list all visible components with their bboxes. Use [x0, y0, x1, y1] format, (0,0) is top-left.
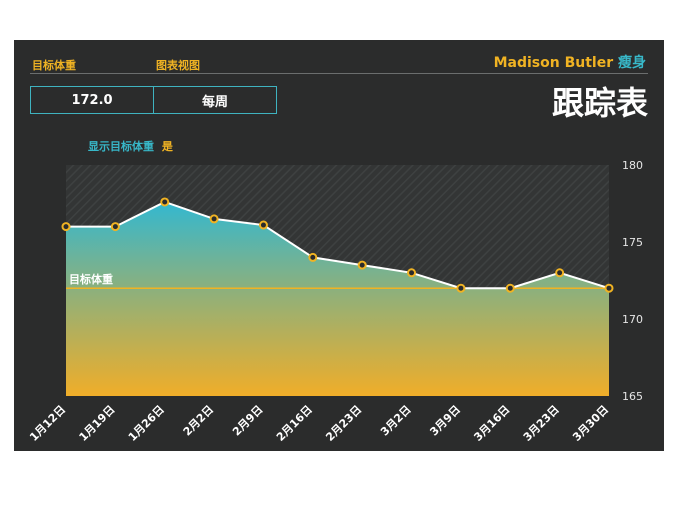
y-tick-label: 180 [622, 159, 643, 172]
x-tick-label: 3月23日 [521, 403, 562, 444]
x-tick-label: 2月16日 [274, 403, 315, 444]
goal-line-label: 目标体重 [69, 272, 113, 286]
data-point [357, 260, 367, 270]
user-name-text: Madison Butler [493, 55, 614, 71]
data-point [505, 283, 515, 293]
show-goal-value[interactable]: 是 [161, 140, 173, 153]
data-point [604, 283, 614, 293]
data-point [209, 214, 219, 224]
show-goal-option[interactable]: 显示目标体重 是 [88, 138, 173, 154]
data-point [308, 252, 318, 262]
x-tick-label: 3月2日 [378, 403, 414, 439]
x-tick-label: 2月9日 [230, 403, 266, 439]
weight-area [66, 201, 609, 396]
user-name: Madison Butler 瘦身 [494, 52, 646, 72]
y-tick-label: 175 [622, 236, 643, 249]
data-point [160, 197, 170, 207]
chart-view-label: 图表视图 [156, 59, 200, 72]
data-point [258, 220, 268, 230]
data-point [555, 268, 565, 278]
y-tick-label: 170 [622, 313, 643, 326]
x-tick-label: 1月26日 [126, 403, 167, 444]
header-divider [30, 73, 648, 74]
data-point [456, 283, 466, 293]
data-point [110, 222, 120, 232]
x-tick-label: 2月23日 [323, 403, 364, 444]
x-tick-label: 1月12日 [27, 403, 68, 444]
x-tick-label: 3月16日 [471, 403, 512, 444]
data-point [407, 268, 417, 278]
page-title: 跟踪表 [551, 84, 648, 122]
y-tick-label: 165 [622, 390, 643, 403]
x-tick-label: 3月9日 [427, 403, 463, 439]
mode-label: 瘦身 [618, 55, 646, 71]
goal-weight-label: 目标体重 [32, 59, 76, 72]
show-goal-label: 显示目标体重 [88, 140, 154, 153]
x-tick-label: 1月19日 [76, 403, 117, 444]
data-point [61, 222, 71, 232]
x-tick-label: 2月2日 [181, 403, 217, 439]
chart-view-select[interactable]: 每周 [153, 86, 277, 114]
x-tick-label: 3月30日 [570, 403, 611, 444]
weight-line [66, 200, 610, 290]
